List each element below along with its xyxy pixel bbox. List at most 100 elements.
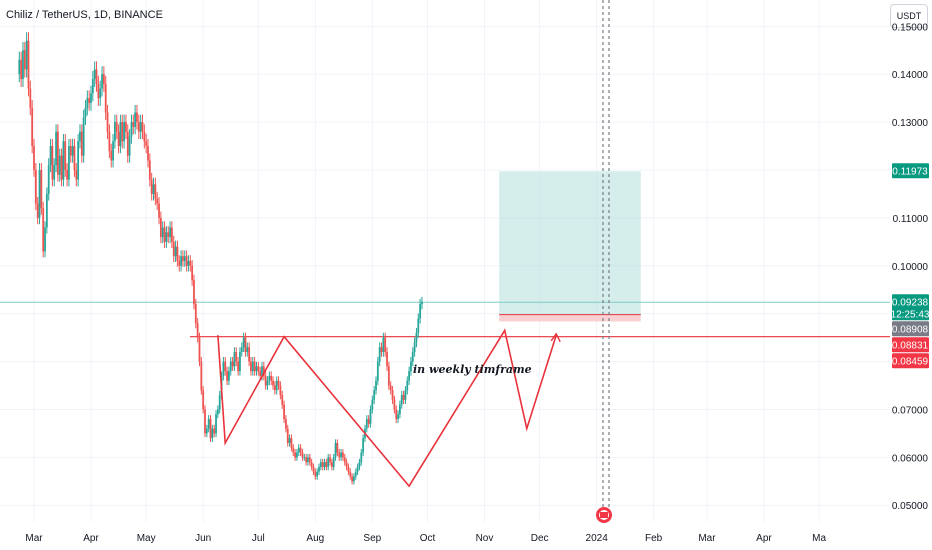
candle xyxy=(336,439,339,457)
candle-body xyxy=(64,141,67,171)
candle xyxy=(292,444,295,457)
candle-body xyxy=(110,150,113,161)
candle xyxy=(53,158,56,187)
price-tag-bg xyxy=(892,294,929,321)
y-tick-label: 0.10000 xyxy=(892,262,929,273)
candle-body xyxy=(62,141,65,180)
candle xyxy=(25,32,28,78)
price-tag: 0.08459 xyxy=(892,353,929,369)
candle-body xyxy=(147,146,149,161)
x-tick-label: Oct xyxy=(420,533,436,544)
candle xyxy=(286,424,289,447)
candle xyxy=(294,449,296,461)
candle xyxy=(20,51,23,88)
y-axis[interactable]: 0.150000.140000.130000.120000.110000.100… xyxy=(892,22,929,512)
currency-button[interactable]: USDT xyxy=(890,4,928,28)
candle-body xyxy=(281,395,284,405)
candle-body xyxy=(128,136,131,156)
candle-body xyxy=(250,361,252,372)
x-tick-label: Feb xyxy=(645,533,663,544)
candle xyxy=(27,32,30,97)
candle xyxy=(318,463,320,475)
candle-body xyxy=(29,88,32,108)
candle xyxy=(66,163,68,187)
candle-body xyxy=(325,462,328,467)
candle-body xyxy=(400,395,403,405)
candle xyxy=(281,390,284,409)
candle xyxy=(257,361,260,376)
candle-body xyxy=(114,122,116,142)
candle-body xyxy=(301,452,304,458)
candle-body xyxy=(272,380,274,386)
candle-body xyxy=(174,246,177,257)
candle-body xyxy=(209,419,212,439)
candle-body xyxy=(417,318,420,333)
candle-body xyxy=(95,69,98,84)
candle-body xyxy=(290,438,293,448)
candle xyxy=(275,376,278,395)
candle xyxy=(255,361,258,376)
candle-body xyxy=(268,375,271,381)
candle xyxy=(49,138,52,173)
candle-body xyxy=(395,409,398,420)
candle xyxy=(356,463,359,475)
candle xyxy=(198,332,201,367)
candle xyxy=(376,356,379,386)
candle-body xyxy=(141,122,144,132)
candle-body xyxy=(77,141,80,180)
candle xyxy=(128,129,131,163)
candle-body xyxy=(150,179,153,194)
candle-body xyxy=(239,351,241,372)
candle-body xyxy=(237,361,239,372)
candle xyxy=(303,453,306,461)
candle-body xyxy=(169,227,171,238)
candle xyxy=(404,386,407,405)
candle xyxy=(301,449,304,461)
candles xyxy=(18,32,423,485)
x-tick-label: Apr xyxy=(756,533,772,544)
candle-body xyxy=(233,351,236,367)
candle-body xyxy=(345,462,348,467)
candle-body xyxy=(389,385,392,391)
candle xyxy=(332,453,335,471)
candle xyxy=(413,337,416,357)
candle xyxy=(69,138,72,163)
candle xyxy=(132,114,135,135)
candle xyxy=(334,439,337,461)
candle-body xyxy=(367,419,370,424)
grid xyxy=(0,0,890,522)
stop-zone xyxy=(499,314,641,322)
candle xyxy=(268,371,271,386)
candle-body xyxy=(373,390,376,400)
candle-body xyxy=(371,399,374,410)
candle xyxy=(354,468,357,480)
y-tick-label: 0.05000 xyxy=(892,501,929,512)
y-tick-label: 0.14000 xyxy=(892,70,929,81)
candle-body xyxy=(224,361,227,372)
candle-body xyxy=(106,112,109,132)
candle xyxy=(112,134,114,168)
candle xyxy=(23,41,26,78)
candle-body xyxy=(156,198,159,204)
candle-body xyxy=(73,146,76,171)
candle xyxy=(378,342,381,367)
candle xyxy=(362,434,365,457)
candle xyxy=(117,124,120,154)
candle xyxy=(75,163,78,187)
candle xyxy=(185,250,188,272)
candle-body xyxy=(308,457,311,463)
candle-body xyxy=(253,361,256,372)
candle xyxy=(349,468,352,480)
x-tick-label: Ma xyxy=(812,533,826,544)
candle-body xyxy=(216,409,219,415)
candle-body xyxy=(139,122,142,132)
candle xyxy=(44,221,46,258)
candle xyxy=(399,400,401,419)
candle xyxy=(58,148,61,182)
price-tag-value: 0.08459 xyxy=(892,356,929,367)
candle xyxy=(415,327,418,348)
candle-body xyxy=(288,438,291,443)
candle-body xyxy=(152,184,155,194)
flag-icon[interactable] xyxy=(596,507,612,523)
